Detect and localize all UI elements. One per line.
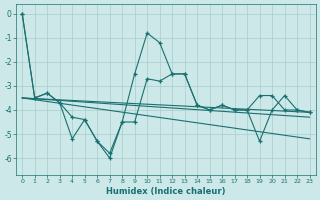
X-axis label: Humidex (Indice chaleur): Humidex (Indice chaleur) bbox=[106, 187, 226, 196]
